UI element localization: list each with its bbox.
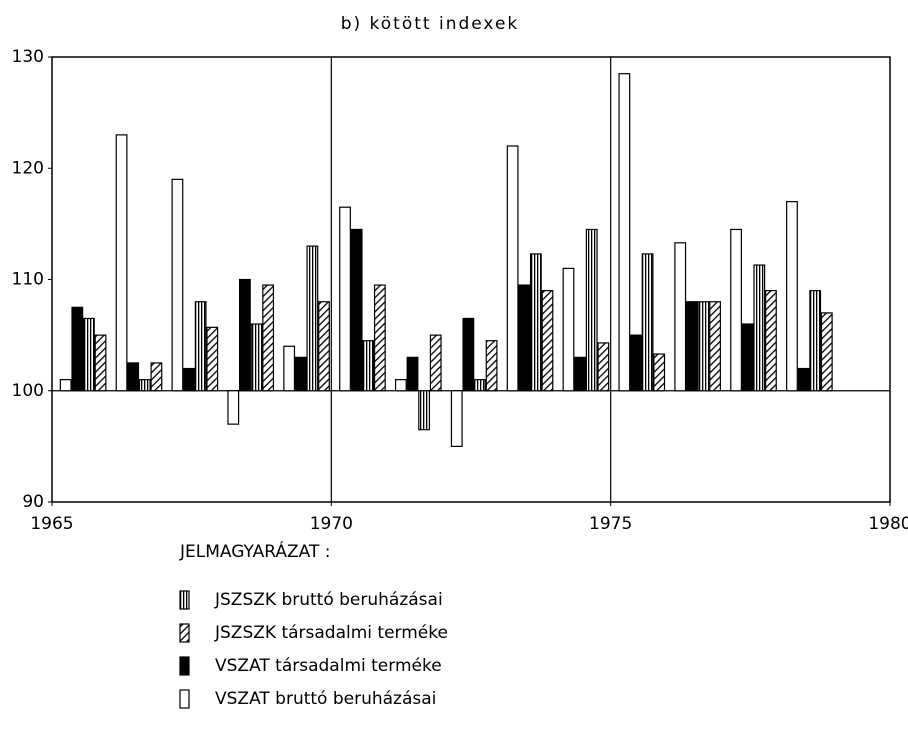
bar bbox=[171, 178, 184, 392]
bar bbox=[709, 301, 721, 392]
bar bbox=[597, 342, 610, 392]
bar bbox=[406, 356, 419, 392]
chart-title: b) kötött indexek bbox=[341, 14, 520, 34]
y-tick-label: 120 bbox=[12, 158, 44, 178]
bar bbox=[83, 317, 95, 392]
bar bbox=[786, 201, 798, 392]
bar bbox=[630, 334, 642, 392]
bar bbox=[641, 253, 654, 392]
legend-label: VSZAT bruttó beruházásai bbox=[215, 689, 436, 709]
legend-swatch bbox=[179, 590, 190, 610]
y-tick-label: 130 bbox=[12, 47, 44, 67]
bar bbox=[339, 206, 351, 392]
bar bbox=[730, 228, 742, 392]
x-tick-label: 1970 bbox=[310, 514, 353, 534]
bar bbox=[294, 356, 307, 392]
bar bbox=[250, 323, 263, 392]
bar bbox=[474, 379, 486, 392]
bar bbox=[262, 284, 275, 392]
bar bbox=[653, 353, 666, 392]
bar bbox=[206, 326, 219, 392]
bar bbox=[585, 228, 598, 392]
bar bbox=[318, 301, 330, 392]
bar bbox=[127, 362, 140, 392]
legend-swatch bbox=[179, 623, 190, 643]
bar bbox=[71, 306, 84, 392]
bar bbox=[194, 301, 207, 392]
legend-title: JELMAGYARÁZAT : bbox=[179, 540, 330, 562]
bar bbox=[183, 367, 195, 392]
y-tick-label: 100 bbox=[12, 381, 44, 401]
bar bbox=[394, 379, 407, 392]
x-tick-label: 1980 bbox=[868, 514, 908, 534]
bar bbox=[674, 242, 687, 392]
bar bbox=[429, 334, 442, 392]
bar bbox=[485, 340, 498, 392]
bar bbox=[362, 340, 375, 392]
bar bbox=[373, 284, 386, 392]
bar bbox=[562, 267, 575, 392]
bar bbox=[574, 356, 587, 392]
legend-swatch bbox=[179, 689, 190, 709]
bar bbox=[94, 334, 107, 392]
bar bbox=[506, 145, 519, 392]
bar bbox=[238, 278, 251, 392]
bar bbox=[418, 390, 431, 431]
legend-label: JSZSZK társadalmi terméke bbox=[214, 623, 448, 643]
bar bbox=[59, 379, 72, 392]
bar bbox=[753, 264, 766, 392]
bar bbox=[450, 390, 463, 447]
bar bbox=[820, 312, 833, 392]
y-tick-label: 90 bbox=[22, 492, 44, 512]
bar bbox=[350, 228, 363, 392]
bar bbox=[283, 345, 296, 392]
x-tick-label: 1975 bbox=[589, 514, 632, 534]
bar bbox=[462, 317, 475, 392]
bar bbox=[227, 390, 240, 425]
bar bbox=[741, 323, 754, 392]
bar bbox=[518, 284, 531, 392]
bar bbox=[306, 245, 319, 392]
legend-label: JSZSZK bruttó beruházásai bbox=[214, 590, 443, 610]
bar bbox=[115, 134, 128, 392]
bar bbox=[797, 367, 810, 392]
bar bbox=[150, 362, 163, 392]
bar bbox=[765, 290, 777, 392]
bar bbox=[138, 379, 151, 392]
bar bbox=[697, 301, 710, 392]
bar bbox=[529, 253, 542, 392]
legend-label: VSZAT társadalmi terméke bbox=[215, 656, 442, 676]
bar bbox=[809, 290, 822, 392]
y-tick-label: 110 bbox=[12, 270, 44, 290]
bar bbox=[541, 290, 554, 392]
bar bbox=[618, 73, 631, 392]
bar bbox=[685, 301, 698, 392]
x-tick-label: 1965 bbox=[30, 514, 73, 534]
legend-swatch bbox=[179, 656, 190, 676]
